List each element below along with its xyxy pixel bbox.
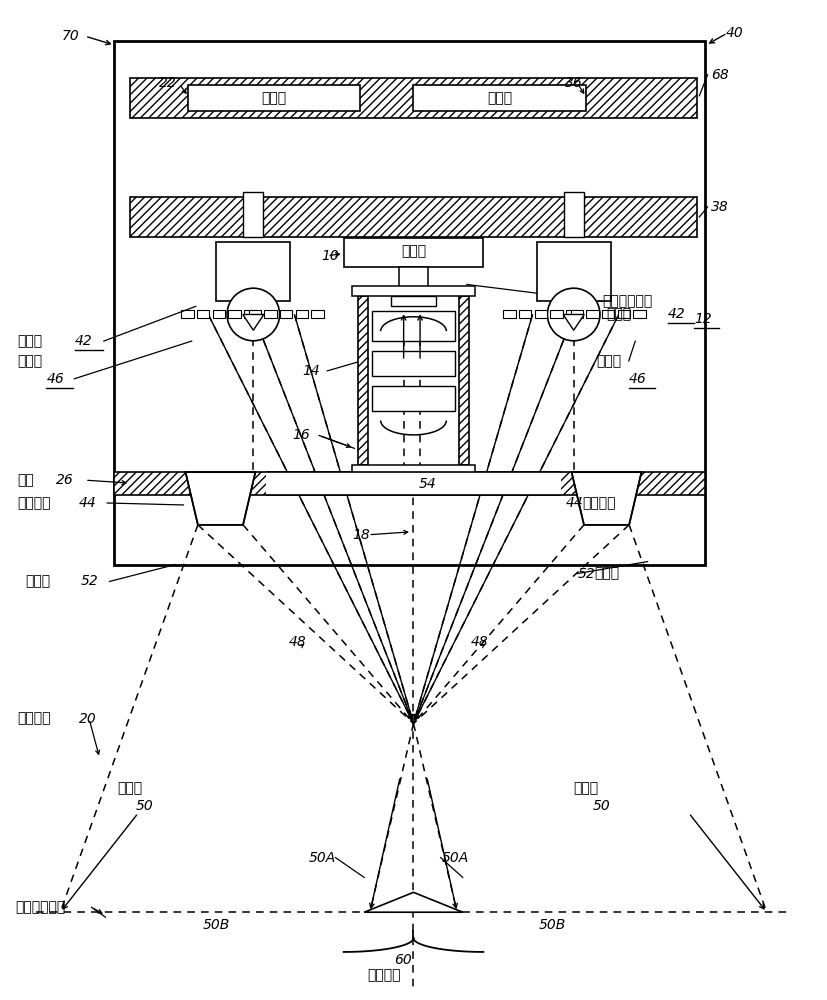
Text: 22: 22 [159, 76, 177, 90]
Bar [197, 310, 209, 318]
Text: 控制器: 控制器 [261, 91, 286, 105]
Bar [459, 296, 470, 465]
Bar [249, 310, 261, 318]
Text: 26: 26 [56, 473, 74, 487]
Text: 瞄准光: 瞄准光 [17, 334, 43, 348]
Polygon shape [185, 472, 256, 525]
Bar [519, 310, 532, 318]
Text: 瞄准光: 瞄准光 [606, 307, 632, 321]
Text: 70: 70 [62, 29, 79, 43]
Bar [357, 296, 368, 465]
Bar [265, 472, 562, 495]
Bar [213, 310, 225, 318]
Text: 38: 38 [711, 200, 729, 214]
Text: 50B: 50B [538, 918, 566, 932]
Bar [391, 296, 436, 306]
Bar [633, 310, 646, 318]
Text: 瞄准场: 瞄准场 [595, 567, 619, 581]
Bar [217, 242, 290, 301]
Text: 12: 12 [695, 312, 712, 326]
Bar [113, 41, 705, 565]
Polygon shape [364, 892, 463, 912]
Bar [130, 197, 697, 237]
Text: 50A: 50A [442, 851, 469, 865]
Polygon shape [243, 314, 264, 330]
Text: 50: 50 [593, 799, 610, 813]
Text: 54: 54 [418, 477, 436, 491]
Text: 瞄准线: 瞄准线 [117, 781, 143, 795]
Text: 52: 52 [81, 574, 98, 588]
Bar [372, 351, 455, 376]
Bar [188, 85, 360, 111]
Text: 52: 52 [578, 567, 595, 581]
Bar [399, 267, 428, 306]
Bar [344, 238, 483, 267]
Text: 50: 50 [136, 799, 154, 813]
Text: 60: 60 [394, 953, 412, 967]
Bar [372, 311, 455, 341]
Bar [564, 192, 584, 237]
Text: 44: 44 [566, 496, 583, 510]
Text: 瞄准线: 瞄准线 [574, 781, 599, 795]
Text: 48: 48 [471, 635, 489, 649]
Bar [352, 286, 475, 296]
Text: 目标图像平面: 目标图像平面 [15, 900, 65, 914]
Polygon shape [571, 472, 642, 525]
Bar [181, 310, 194, 318]
Text: 存储器: 存储器 [487, 91, 512, 105]
Bar [228, 310, 241, 318]
Text: 68: 68 [711, 68, 729, 82]
Text: 50B: 50B [203, 918, 230, 932]
Text: 42: 42 [668, 307, 686, 321]
Bar [566, 310, 578, 318]
Text: 36: 36 [566, 76, 583, 90]
Bar [280, 310, 292, 318]
Text: 50A: 50A [309, 851, 337, 865]
Text: 瞄准孔: 瞄准孔 [596, 354, 621, 368]
Bar [414, 85, 586, 111]
Text: 42: 42 [75, 334, 93, 348]
Bar [586, 310, 599, 318]
Bar [130, 78, 697, 118]
Text: 瞄准场: 瞄准场 [26, 574, 51, 588]
Text: 18: 18 [352, 528, 370, 542]
Text: 瞄准标记: 瞄准标记 [367, 968, 401, 982]
Text: 20: 20 [79, 712, 97, 726]
Polygon shape [563, 314, 584, 330]
Bar [571, 310, 583, 318]
Bar [537, 242, 610, 301]
Text: 46: 46 [46, 372, 64, 386]
Text: 48: 48 [289, 635, 306, 649]
Bar [113, 472, 705, 495]
Circle shape [227, 288, 280, 341]
Bar [602, 310, 614, 318]
Bar [535, 310, 547, 318]
Text: 10: 10 [322, 249, 339, 263]
Circle shape [547, 288, 600, 341]
Text: 成像透镜组件: 成像透镜组件 [602, 294, 653, 308]
Bar [618, 310, 630, 318]
Text: 44: 44 [79, 496, 97, 510]
Bar [265, 310, 277, 318]
Text: 成像视场: 成像视场 [17, 712, 51, 726]
Bar [311, 310, 323, 318]
Text: 窗口: 窗口 [17, 473, 34, 487]
Bar [295, 310, 308, 318]
Bar [352, 465, 475, 475]
Bar [243, 192, 263, 237]
Bar [550, 310, 562, 318]
Text: 瞄准孔: 瞄准孔 [17, 354, 43, 368]
Bar [504, 310, 516, 318]
Bar [372, 386, 455, 411]
Text: 40: 40 [725, 26, 743, 40]
Text: 14: 14 [303, 364, 320, 378]
Text: 16: 16 [292, 428, 309, 442]
Text: 瞄准透镜: 瞄准透镜 [17, 496, 51, 510]
Text: 成像器: 成像器 [401, 245, 426, 259]
Text: 46: 46 [629, 372, 647, 386]
Text: 瞄准透镜: 瞄准透镜 [582, 496, 615, 510]
Bar [244, 310, 256, 318]
